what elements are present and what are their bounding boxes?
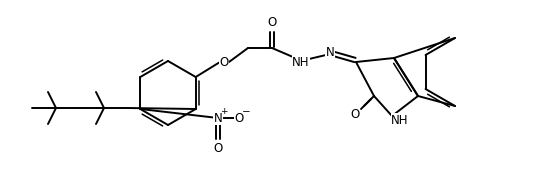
Text: O: O [350,109,359,122]
Text: O: O [214,143,223,156]
Text: +: + [220,106,228,116]
Text: NH: NH [391,114,409,127]
Text: NH: NH [292,56,310,69]
Text: O: O [267,17,277,30]
Text: N: N [325,46,335,59]
Text: O: O [235,111,244,124]
Text: O: O [220,56,229,69]
Text: N: N [214,111,222,124]
Text: −: − [242,107,250,117]
